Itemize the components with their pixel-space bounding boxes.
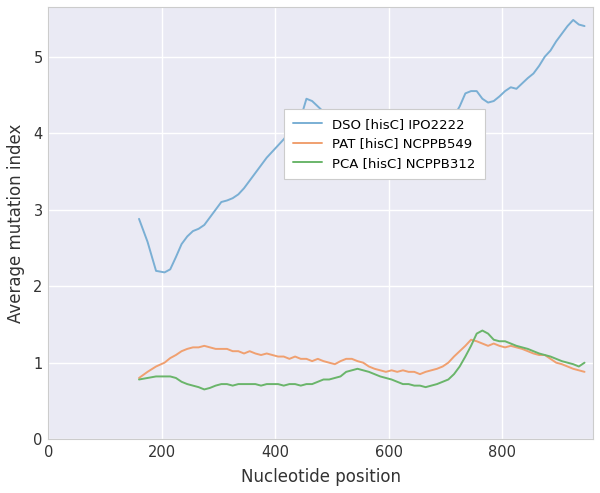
PCA [hisC] NCPPB312 bbox=[371, 371, 378, 377]
PAT [hisC] NCPPB549 bbox=[331, 361, 338, 367]
Line: PAT [hisC] NCPPB549: PAT [hisC] NCPPB549 bbox=[139, 340, 584, 378]
PCA [hisC] NCPPB312 bbox=[581, 360, 588, 366]
PCA [hisC] NCPPB312 bbox=[292, 381, 299, 387]
DSO [hisC] IPO2222 bbox=[178, 241, 185, 247]
DSO [hisC] IPO2222 bbox=[223, 198, 230, 204]
PCA [hisC] NCPPB312 bbox=[479, 327, 486, 333]
PAT [hisC] NCPPB549 bbox=[136, 375, 143, 381]
PAT [hisC] NCPPB549 bbox=[581, 369, 588, 375]
Line: PCA [hisC] NCPPB312: PCA [hisC] NCPPB312 bbox=[139, 330, 584, 389]
PCA [hisC] NCPPB312 bbox=[337, 374, 344, 380]
DSO [hisC] IPO2222 bbox=[136, 216, 143, 222]
PAT [hisC] NCPPB549 bbox=[365, 363, 373, 369]
DSO [hisC] IPO2222 bbox=[462, 90, 469, 96]
PAT [hisC] NCPPB549 bbox=[456, 348, 463, 354]
PCA [hisC] NCPPB312 bbox=[462, 353, 469, 359]
Line: DSO [hisC] IPO2222: DSO [hisC] IPO2222 bbox=[139, 20, 584, 273]
DSO [hisC] IPO2222 bbox=[371, 167, 378, 173]
PAT [hisC] NCPPB549 bbox=[467, 337, 475, 343]
PCA [hisC] NCPPB312 bbox=[200, 387, 208, 392]
DSO [hisC] IPO2222 bbox=[581, 23, 588, 29]
PCA [hisC] NCPPB312 bbox=[223, 381, 230, 387]
DSO [hisC] IPO2222 bbox=[337, 115, 344, 121]
PAT [hisC] NCPPB549 bbox=[286, 356, 293, 362]
PCA [hisC] NCPPB312 bbox=[172, 375, 179, 381]
DSO [hisC] IPO2222 bbox=[569, 17, 577, 23]
Y-axis label: Average mutation index: Average mutation index bbox=[7, 123, 25, 323]
PAT [hisC] NCPPB549 bbox=[172, 352, 179, 358]
Legend: DSO [hisC] IPO2222, PAT [hisC] NCPPB549, PCA [hisC] NCPPB312: DSO [hisC] IPO2222, PAT [hisC] NCPPB549,… bbox=[284, 108, 485, 179]
DSO [hisC] IPO2222 bbox=[161, 270, 168, 276]
DSO [hisC] IPO2222 bbox=[292, 121, 299, 127]
PCA [hisC] NCPPB312 bbox=[136, 377, 143, 383]
PAT [hisC] NCPPB549 bbox=[218, 346, 225, 352]
X-axis label: Nucleotide position: Nucleotide position bbox=[241, 468, 401, 486]
